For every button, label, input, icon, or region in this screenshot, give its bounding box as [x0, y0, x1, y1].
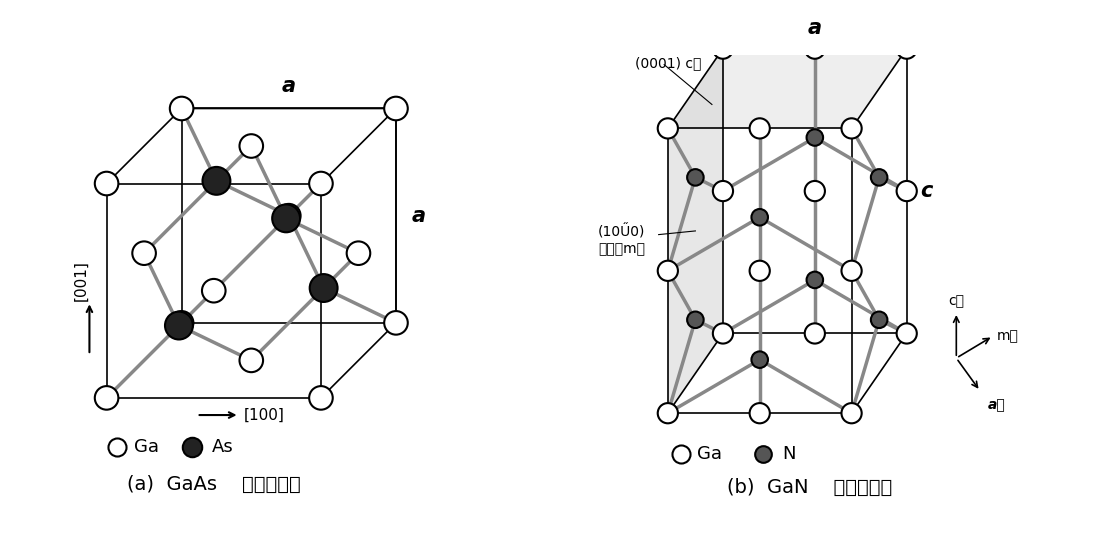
Circle shape — [133, 242, 156, 265]
Circle shape — [750, 261, 770, 281]
Polygon shape — [667, 49, 907, 128]
Text: m軸: m軸 — [997, 329, 1018, 343]
Text: [001]: [001] — [74, 261, 88, 301]
Circle shape — [804, 38, 825, 59]
Circle shape — [657, 118, 678, 138]
Text: [100]: [100] — [244, 407, 285, 423]
Circle shape — [272, 204, 300, 232]
Circle shape — [310, 172, 333, 195]
Circle shape — [871, 169, 888, 186]
Circle shape — [807, 272, 823, 288]
Text: c軸: c軸 — [948, 294, 965, 309]
Circle shape — [310, 386, 333, 410]
Circle shape — [841, 261, 862, 281]
Text: $\bfit{a}$: $\bfit{a}$ — [282, 76, 296, 96]
Circle shape — [841, 403, 862, 423]
Text: N: N — [782, 445, 795, 463]
Circle shape — [897, 323, 917, 344]
Text: a軸: a軸 — [987, 399, 1005, 412]
Circle shape — [310, 274, 338, 302]
Circle shape — [804, 323, 825, 344]
Circle shape — [713, 38, 733, 59]
Circle shape — [750, 118, 770, 138]
Text: (a)  GaAs    閃亜鉛鉱型: (a) GaAs 閃亜鉛鉱型 — [127, 475, 301, 494]
Text: $\bfit{a}$: $\bfit{a}$ — [411, 206, 426, 226]
Polygon shape — [667, 49, 723, 413]
Circle shape — [95, 386, 118, 410]
Text: Ga: Ga — [135, 438, 159, 456]
Circle shape — [804, 181, 825, 201]
Text: (b)  GaN    ウルツ鉱型: (b) GaN ウルツ鉱型 — [726, 478, 892, 496]
Text: $\bfit{c}$: $\bfit{c}$ — [919, 181, 934, 201]
Text: $\bfit{a}$: $\bfit{a}$ — [808, 18, 822, 38]
Text: As: As — [212, 438, 233, 456]
Circle shape — [169, 97, 194, 120]
Circle shape — [871, 311, 888, 328]
Circle shape — [713, 181, 733, 201]
Circle shape — [240, 134, 263, 158]
Circle shape — [807, 129, 823, 146]
Circle shape — [687, 311, 704, 328]
Circle shape — [657, 261, 678, 281]
Circle shape — [687, 169, 704, 186]
Circle shape — [752, 351, 768, 368]
Text: (0001) c面: (0001) c面 — [635, 56, 701, 70]
Circle shape — [277, 204, 301, 227]
Circle shape — [713, 323, 733, 344]
Circle shape — [169, 311, 194, 335]
Text: (10Ű0)
無極性m面: (10Ű0) 無極性m面 — [598, 225, 645, 256]
Circle shape — [202, 279, 225, 302]
Circle shape — [346, 242, 370, 265]
Circle shape — [95, 172, 118, 195]
Circle shape — [203, 167, 231, 195]
Circle shape — [752, 209, 768, 226]
Circle shape — [240, 349, 263, 372]
Text: Ga: Ga — [697, 445, 722, 463]
Circle shape — [384, 97, 408, 120]
Circle shape — [657, 403, 678, 423]
Circle shape — [897, 38, 917, 59]
Circle shape — [384, 311, 408, 335]
Circle shape — [750, 403, 770, 423]
Circle shape — [897, 181, 917, 201]
Circle shape — [841, 118, 862, 138]
Circle shape — [165, 312, 193, 339]
